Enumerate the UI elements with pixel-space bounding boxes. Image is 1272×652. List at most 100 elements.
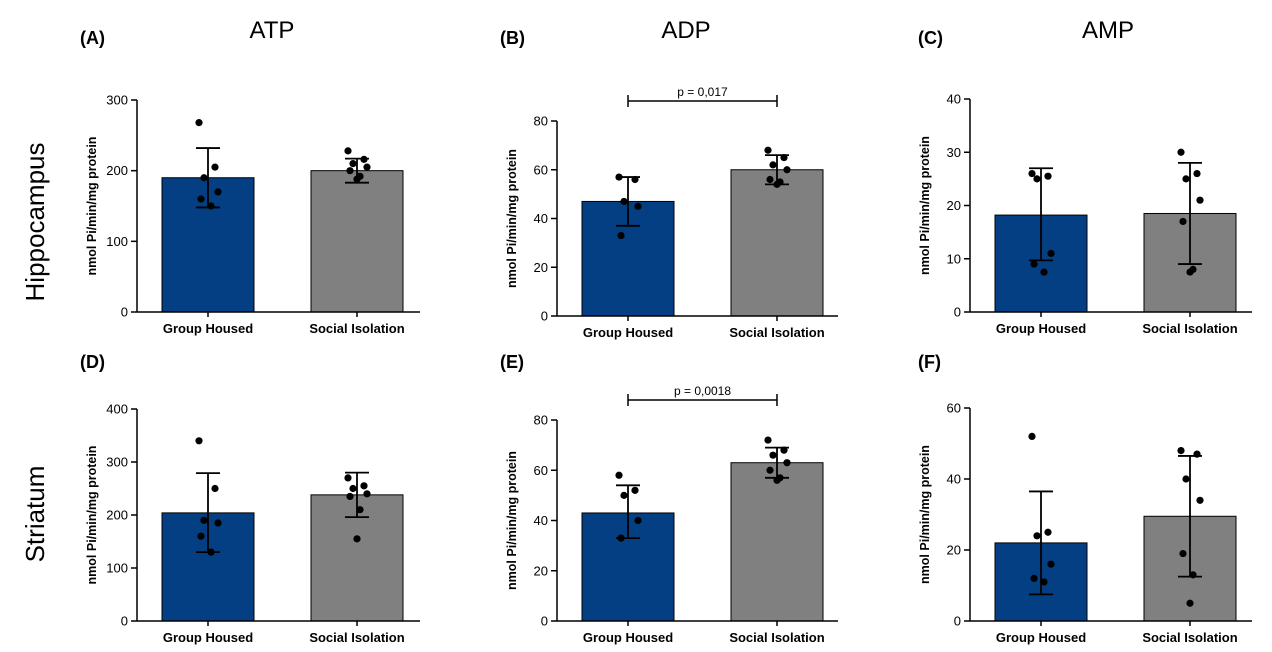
data-point	[346, 492, 354, 501]
y-tick-label: 10	[947, 251, 961, 266]
y-tick-label: 80	[534, 413, 548, 428]
data-point	[634, 202, 642, 210]
y-tick-label: 60	[947, 401, 961, 416]
y-tick-label: 300	[106, 93, 128, 108]
panels: (A)nmol Pi/min/mg protein0100200300Group…	[80, 28, 1252, 645]
panel-label: (D)	[80, 352, 105, 372]
data-point	[766, 466, 774, 474]
data-point	[620, 197, 628, 206]
x-category-label: Social Isolation	[729, 630, 824, 645]
data-point	[1196, 196, 1204, 204]
data-point	[1179, 217, 1187, 226]
x-category-label: Social Isolation	[309, 321, 404, 336]
data-point	[783, 459, 791, 467]
data-point	[1044, 172, 1052, 180]
data-point	[1182, 175, 1190, 183]
x-category-label: Social Isolation	[1142, 630, 1237, 645]
data-point	[349, 484, 357, 493]
y-tick-label: 400	[106, 402, 128, 417]
data-point	[764, 436, 772, 444]
y-tick-label: 40	[534, 211, 548, 226]
data-point	[1044, 528, 1052, 536]
y-tick-label: 40	[534, 513, 548, 528]
data-point	[780, 153, 788, 162]
y-axis-title: nmol Pi/min/mg protein	[505, 149, 519, 288]
column-title-atp: ATP	[250, 17, 295, 44]
panel-c: (C) nmol Pi/min/mg protein 0 10 20 30 40 Group …	[918, 28, 1252, 336]
data-point	[197, 532, 205, 540]
y-tick-label: 0	[121, 305, 128, 320]
data-point	[1030, 260, 1038, 268]
data-point	[200, 516, 208, 524]
data-point	[346, 167, 354, 175]
data-point	[207, 548, 215, 556]
data-point	[1033, 175, 1041, 183]
data-point	[1182, 475, 1190, 483]
panel-d: (D) nmol Pi/min/mg protein 0 100 200 300 400 Gr…	[80, 352, 420, 645]
data-point	[353, 175, 361, 183]
data-point	[1177, 148, 1185, 156]
data-point	[200, 174, 208, 182]
panel-b: (B) nmol Pi/min/mg protein 0 20 40 60 80 Group …	[500, 28, 838, 340]
data-point	[1047, 249, 1055, 258]
y-axis-title: nmol Pi/min/mg protein	[505, 451, 519, 590]
panel-e: (E) nmol Pi/min/mg protein 0 20 40 60 80 Group …	[500, 352, 838, 645]
y-tick-label: 0	[121, 614, 128, 629]
data-point	[344, 147, 352, 155]
x-category-label: Social Isolation	[1142, 321, 1237, 336]
x-category-label: Group Housed	[583, 630, 673, 645]
panel-label: (A)	[80, 28, 105, 48]
data-point	[211, 163, 219, 171]
y-tick-label: 80	[534, 114, 548, 129]
y-tick-label: 200	[106, 508, 128, 523]
panel-label: (B)	[500, 28, 525, 48]
y-tick-label: 300	[106, 455, 128, 470]
p-value-label: p = 0,017	[677, 85, 728, 99]
x-category-label: Group Housed	[996, 321, 1086, 336]
data-point	[1196, 496, 1204, 504]
data-point	[631, 175, 639, 184]
panel-f: (F) nmol Pi/min/mg protein 0 20 40 60 Group Ho…	[918, 352, 1252, 645]
x-category-label: Social Isolation	[729, 325, 824, 340]
data-point	[620, 491, 628, 499]
data-point	[634, 516, 642, 525]
y-axis-title: nmol Pi/min/mg protein	[918, 445, 932, 584]
data-point	[1193, 169, 1201, 178]
data-point	[1189, 571, 1197, 579]
data-point	[1040, 268, 1048, 276]
y-axis-title: nmol Pi/min/mg protein	[85, 446, 99, 585]
column-title-adp: ADP	[661, 17, 710, 44]
y-tick-label: 40	[947, 92, 961, 107]
x-category-label: Group Housed	[163, 321, 253, 336]
y-tick-label: 20	[534, 260, 548, 275]
data-point	[1186, 268, 1194, 276]
x-category-label: Group Housed	[583, 325, 673, 340]
y-tick-label: 30	[947, 145, 961, 160]
data-point	[1193, 450, 1201, 458]
panel-label: (E)	[500, 352, 524, 372]
data-point	[211, 484, 219, 493]
y-tick-label: 60	[534, 463, 548, 478]
data-point	[363, 490, 371, 498]
data-point	[1047, 560, 1055, 568]
data-point	[1040, 578, 1048, 586]
data-point	[360, 482, 368, 490]
data-point	[764, 146, 772, 154]
panel-a: (A) nmol Pi/min/mg protein 0 100 200 300 Group…	[80, 28, 420, 336]
x-category-label: Group Housed	[996, 630, 1086, 645]
y-tick-label: 200	[106, 163, 128, 178]
data-point	[353, 535, 361, 543]
data-point	[769, 451, 777, 459]
data-point	[617, 534, 625, 542]
data-point	[349, 160, 357, 168]
y-tick-label: 100	[106, 234, 128, 249]
y-tick-label: 100	[106, 561, 128, 576]
y-tick-label: 0	[954, 305, 961, 320]
y-tick-label: 0	[954, 614, 961, 629]
data-point	[363, 163, 371, 171]
data-point	[783, 166, 791, 174]
y-tick-label: 60	[534, 162, 548, 177]
data-point	[1033, 532, 1041, 540]
data-point	[766, 175, 774, 184]
